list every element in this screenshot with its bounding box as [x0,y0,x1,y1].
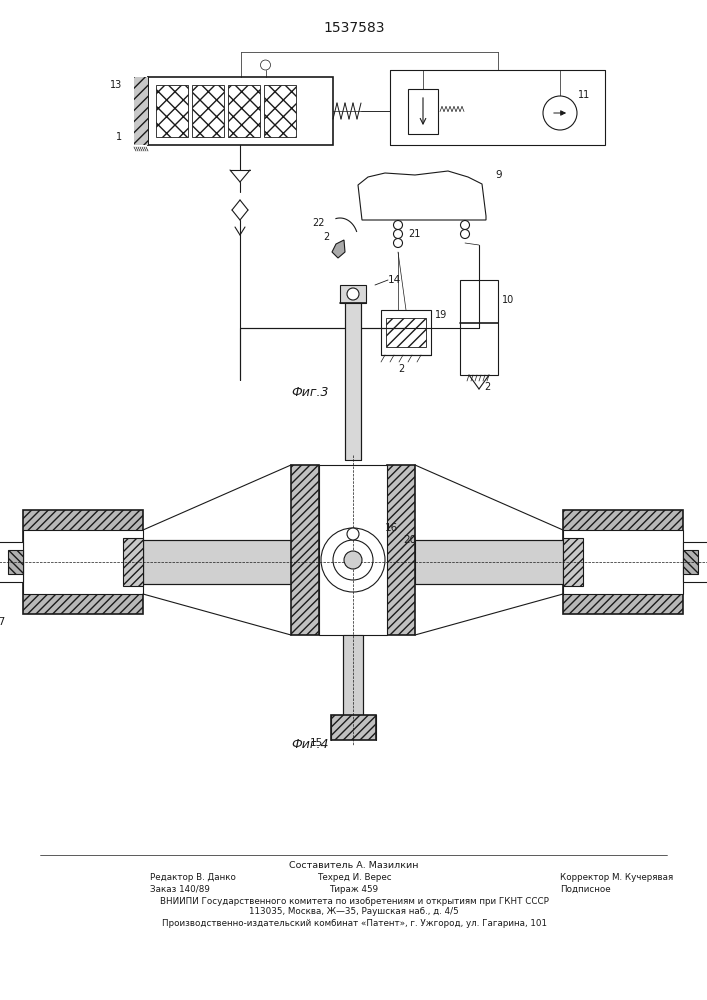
Text: Редактор В. Данко: Редактор В. Данко [150,874,236,882]
Circle shape [321,528,385,592]
Bar [340,285,366,303]
Text: ВНИИПИ Государственного комитета по изобретениям и открытиям при ГКНТ СССР: ВНИИПИ Государственного комитета по изоб… [160,896,549,906]
Circle shape [460,221,469,230]
Bar [123,538,143,586]
Bar [563,510,683,614]
Bar [0,542,23,582]
Bar [148,77,333,145]
Text: 2: 2 [398,364,404,374]
Circle shape [394,221,402,230]
Text: 17: 17 [0,617,6,627]
Bar [683,550,698,574]
Bar [23,510,143,614]
Text: 10: 10 [502,295,514,305]
Text: 20: 20 [403,535,416,545]
Circle shape [333,540,373,580]
Text: 15: 15 [310,738,323,748]
Circle shape [260,60,271,70]
Polygon shape [332,240,345,258]
Bar [192,85,224,137]
Text: Подписное: Подписное [560,884,611,894]
Bar [408,89,438,134]
Polygon shape [358,171,486,220]
Bar [415,540,563,584]
Bar [345,303,361,460]
Bar [156,85,188,137]
Text: 19: 19 [435,310,448,320]
Circle shape [347,288,359,300]
Text: Корректор М. Кучерявая: Корректор М. Кучерявая [560,874,673,882]
Bar [264,85,296,137]
Bar [387,465,415,635]
Text: 113035, Москва, Ж—35, Раушская наб., д. 4/5: 113035, Москва, Ж—35, Раушская наб., д. … [249,908,459,916]
Text: Тираж 459: Тираж 459 [329,884,378,894]
Bar [291,465,319,635]
Text: 11: 11 [578,90,590,100]
Bar [143,540,291,584]
Bar [386,318,426,347]
Text: Заказ 140/89: Заказ 140/89 [150,884,210,894]
Circle shape [543,96,577,130]
Text: Фиг.3: Фиг.3 [291,385,329,398]
Bar [319,465,387,635]
Text: Фиг.4: Фиг.4 [291,738,329,752]
Bar [683,542,707,582]
Bar [23,530,143,594]
Bar [390,70,605,145]
Circle shape [394,238,402,247]
Bar [460,280,498,375]
Circle shape [344,551,362,569]
Bar [563,538,583,586]
Text: 1537583: 1537583 [323,21,385,35]
Text: 16: 16 [385,523,398,533]
Text: Производственно-издательский комбинат «Патент», г. Ужгород, ул. Гагарина, 101: Производственно-издательский комбинат «П… [161,918,547,928]
Text: 13: 13 [110,80,122,90]
Bar [228,85,260,137]
Circle shape [347,528,359,540]
Text: Техред И. Верес: Техред И. Верес [317,874,391,882]
Text: 21: 21 [408,229,421,239]
Circle shape [394,230,402,238]
Text: 2: 2 [484,382,490,392]
Text: 9: 9 [495,170,502,180]
Text: 2: 2 [324,232,330,242]
Bar [381,310,431,355]
Bar [8,550,23,574]
Bar [343,635,363,715]
Circle shape [460,230,469,238]
Bar [563,530,683,594]
Text: 14: 14 [388,275,402,285]
Text: 22: 22 [312,218,325,228]
Bar [330,715,375,740]
Text: 1: 1 [116,132,122,142]
Text: Составитель А. Мазилкин: Составитель А. Мазилкин [289,860,419,869]
Bar [134,77,148,145]
